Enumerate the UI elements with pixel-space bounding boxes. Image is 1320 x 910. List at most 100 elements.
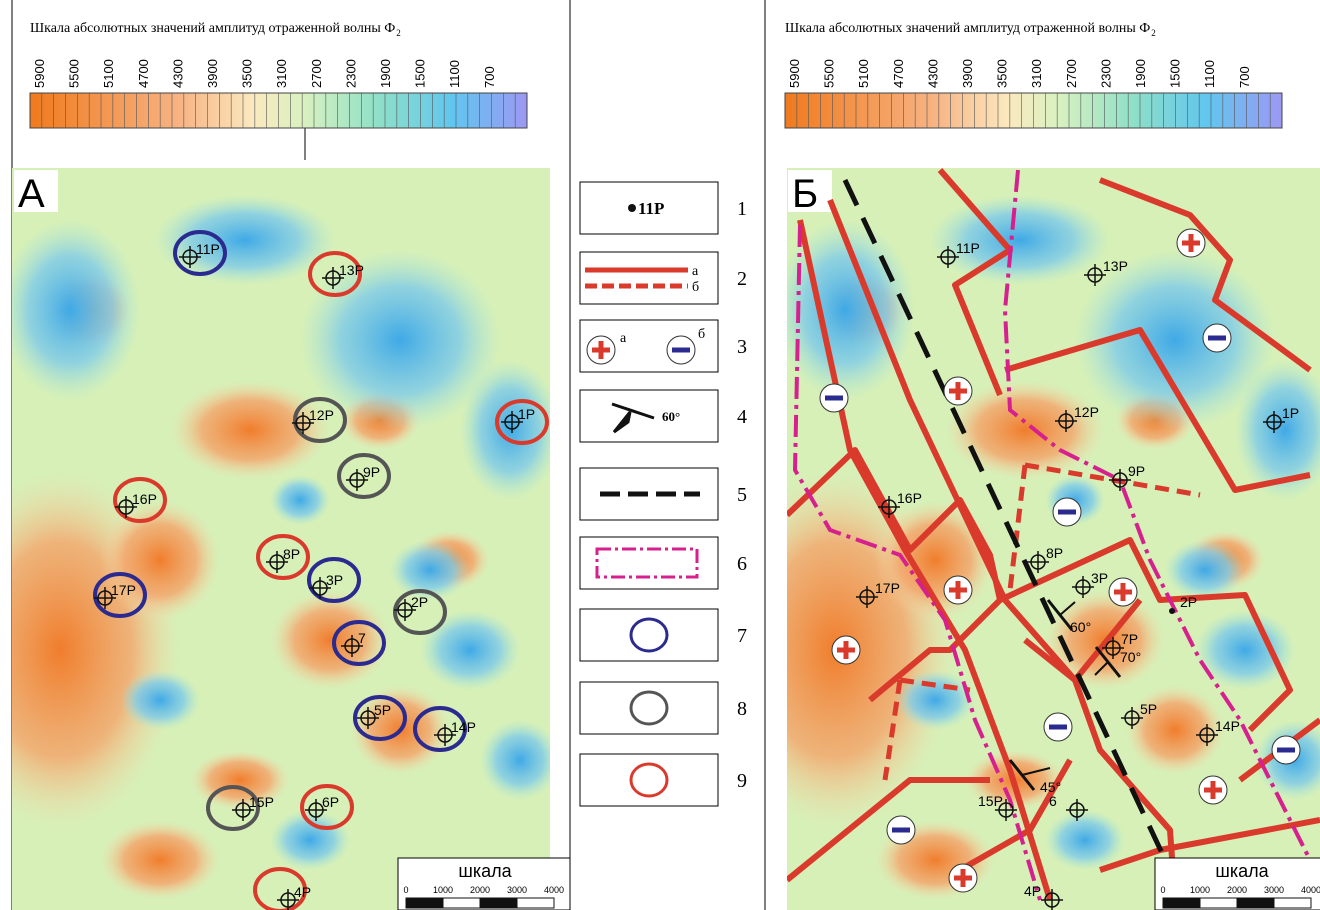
legend-box — [580, 609, 718, 661]
scale-label: 5500 — [822, 59, 837, 88]
legend-number: 4 — [737, 406, 747, 428]
scale-label: 2700 — [1064, 59, 1079, 88]
panel-label: Б — [792, 172, 818, 216]
field-blob — [190, 750, 290, 810]
scale-label: 2300 — [1098, 59, 1113, 88]
scale-label: 1900 — [378, 59, 393, 88]
scale-label: 3900 — [205, 59, 220, 88]
well-label: 16P — [897, 490, 922, 506]
scale-label: 5100 — [856, 59, 871, 88]
field-blob — [270, 810, 350, 870]
scale-label: 4300 — [170, 59, 185, 88]
legend-text: а — [692, 264, 699, 279]
scale-bar-seg — [480, 898, 517, 908]
scale-bar-seg — [1274, 898, 1311, 908]
well-label: 1P — [518, 406, 535, 422]
scale-label: 3500 — [240, 59, 255, 88]
scale-label: 5500 — [67, 59, 82, 88]
well-label: 12P — [309, 407, 334, 423]
legend-dot — [628, 204, 636, 212]
well-label: 11P — [956, 240, 980, 256]
scale-label: 2300 — [343, 59, 358, 88]
legend-number: 1 — [737, 198, 747, 220]
scale-bar-seg — [1163, 898, 1200, 908]
well-label: 9P — [1128, 463, 1145, 479]
field-blob — [100, 820, 220, 900]
legend-number: 2 — [737, 268, 747, 290]
well-label: 13P — [339, 262, 364, 278]
well-label: 1P — [1282, 405, 1299, 421]
well-label: 2P — [1180, 594, 1197, 610]
scale-bar-title: шкала — [1215, 861, 1269, 881]
well-label: 17P — [875, 580, 900, 596]
map — [0, 168, 560, 910]
legend-number: 8 — [737, 698, 747, 720]
well-label: 14P — [1215, 718, 1240, 734]
well-label: 3P — [1091, 570, 1108, 586]
sign-bar — [961, 869, 966, 887]
legend-box — [580, 754, 718, 806]
sign-bar — [825, 396, 843, 401]
sign-bar — [1121, 583, 1126, 601]
legend-text: б — [698, 327, 705, 342]
scale-bar-label: 3000 — [1264, 885, 1284, 895]
scale-label: 1900 — [1133, 59, 1148, 88]
legend-number: 7 — [737, 625, 747, 647]
field-blob — [270, 590, 390, 690]
well-label: 4P — [1024, 883, 1041, 899]
scale-bar-label: 3000 — [507, 885, 527, 895]
well-label: 12P — [1074, 404, 1099, 420]
scale-label: 3500 — [995, 59, 1010, 88]
scale-label: 1100 — [447, 60, 462, 88]
field-blob — [1165, 540, 1245, 600]
scale-bar-seg — [1237, 898, 1274, 908]
well-label: 4P — [294, 884, 311, 900]
sign-bar — [956, 581, 961, 599]
legend-text: 60° — [662, 409, 680, 424]
scale-bar-label: 1000 — [1190, 885, 1210, 895]
scale-bar-label: 0 — [1160, 885, 1165, 895]
sign-bar — [1277, 748, 1295, 753]
legend-text: 11P — [638, 199, 664, 218]
well-label: 16P — [132, 491, 157, 507]
dip-label: 60° — [1070, 619, 1091, 635]
scale-label: 4700 — [136, 59, 151, 88]
well-label: 11P — [196, 241, 220, 257]
scale-label: 4300 — [925, 59, 940, 88]
well-label: 8P — [283, 546, 300, 562]
panel-label: А — [18, 172, 45, 216]
well-label: 7P — [1121, 631, 1138, 647]
legend-number: 3 — [737, 336, 747, 358]
sign-bar — [844, 641, 849, 659]
scale-bar-seg — [517, 898, 554, 908]
scale-title: Шкала абсолютных значений амплитуд отраж… — [30, 21, 395, 36]
scale-label: 3100 — [274, 59, 289, 88]
sign-bar — [956, 382, 961, 400]
scale-bar-label: 0 — [403, 885, 408, 895]
field-blob — [1045, 810, 1125, 870]
figure: Шкала абсолютных значений амплитуд отраж… — [0, 0, 1320, 910]
sign-bar — [1211, 781, 1216, 799]
well-label: 6 — [1049, 793, 1057, 809]
well-label: 14P — [451, 719, 476, 735]
field-blob — [120, 670, 200, 730]
legend-minus-sign — [672, 348, 690, 353]
scale-label: 1500 — [1168, 59, 1183, 88]
scale-bar-label: 1000 — [433, 885, 453, 895]
legend-box — [580, 682, 718, 734]
well-label: 5P — [1140, 701, 1157, 717]
scale-bar-seg — [406, 898, 443, 908]
sign-bar — [1049, 725, 1067, 730]
field-blob — [420, 610, 520, 690]
legend-number: 5 — [737, 484, 747, 506]
sign-bar — [1189, 234, 1194, 252]
field-blob — [480, 720, 560, 800]
sign-bar — [892, 828, 910, 833]
legend-number: 9 — [737, 770, 747, 792]
scale-title-sub: 2 — [396, 28, 401, 38]
well-label: 15P — [249, 794, 274, 810]
field-blob — [270, 475, 330, 525]
scale-label: 1500 — [413, 59, 428, 88]
well-label: 3P — [326, 572, 343, 588]
legend-text: а — [620, 331, 627, 346]
